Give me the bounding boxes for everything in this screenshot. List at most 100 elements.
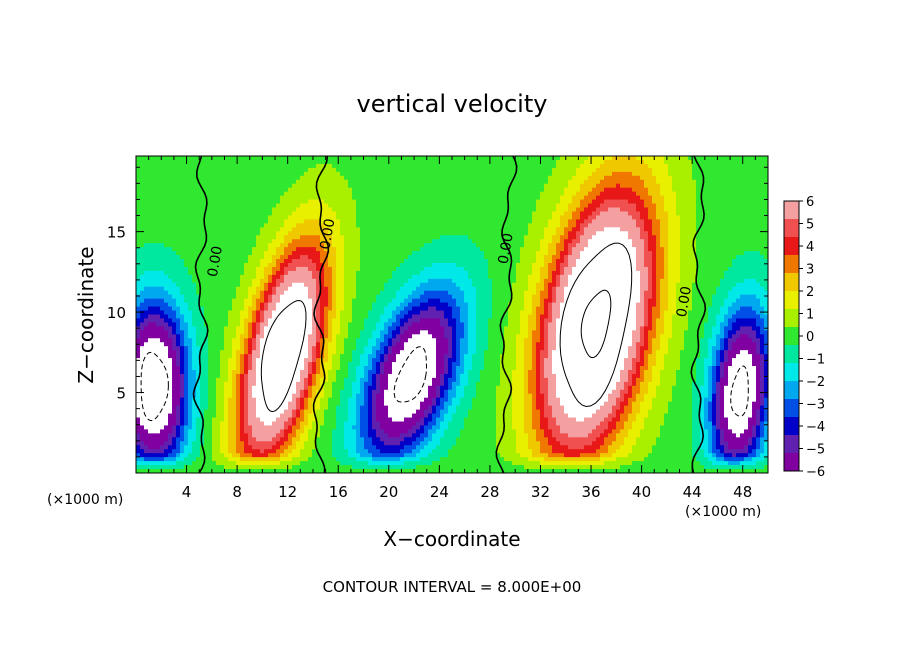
heatmap-cell — [668, 266, 673, 272]
heatmap-cell — [700, 227, 705, 232]
heatmap-cell — [556, 207, 561, 213]
heatmap-cell — [216, 183, 221, 189]
heatmap-cell — [748, 163, 753, 169]
heatmap-cell — [656, 235, 661, 240]
heatmap-cell — [224, 187, 229, 193]
heatmap-cell — [288, 247, 293, 252]
heatmap-cell — [436, 239, 441, 244]
heatmap-cell — [304, 191, 309, 197]
heatmap-cell — [396, 259, 401, 264]
heatmap-cell — [136, 211, 141, 217]
heatmap-cell — [488, 195, 493, 201]
heatmap-cell — [492, 156, 497, 161]
heatmap-cell — [396, 207, 401, 213]
heatmap-cell — [716, 207, 721, 213]
heatmap-cell — [504, 207, 509, 213]
heatmap-cell — [588, 191, 593, 197]
heatmap-cell — [304, 211, 309, 217]
heatmap-cell — [596, 159, 601, 165]
heatmap-cell — [572, 195, 577, 201]
heatmap-cell — [668, 187, 673, 193]
heatmap-cell — [584, 167, 589, 173]
heatmap-cell — [144, 215, 149, 220]
heatmap-cell — [272, 243, 277, 248]
heatmap-cell — [668, 259, 673, 264]
heatmap-cell — [572, 179, 577, 185]
heatmap-cell — [212, 211, 217, 217]
heatmap-cell — [268, 171, 273, 177]
heatmap-cell — [180, 195, 185, 201]
heatmap-cell — [708, 175, 713, 181]
heatmap-cell — [568, 171, 573, 177]
heatmap-cell — [416, 167, 421, 173]
heatmap-cell — [356, 270, 361, 276]
heatmap-cell — [316, 262, 321, 268]
heatmap-cell — [676, 159, 681, 165]
heatmap-cell — [608, 223, 613, 228]
heatmap-cell — [260, 247, 265, 252]
heatmap-cell — [588, 199, 593, 205]
heatmap-cell — [520, 223, 525, 228]
heatmap-cell — [236, 227, 241, 232]
heatmap-cell — [668, 211, 673, 217]
heatmap-cell — [376, 156, 381, 161]
heatmap-cell — [684, 179, 689, 185]
heatmap-cell — [712, 191, 717, 197]
heatmap-cell — [256, 156, 261, 161]
heatmap-cell — [560, 251, 565, 256]
heatmap-cell — [568, 266, 573, 272]
heatmap-cell — [304, 274, 309, 280]
heatmap-cell — [460, 227, 465, 232]
heatmap-cell — [652, 223, 657, 228]
heatmap-cell — [416, 156, 421, 161]
heatmap-cell — [488, 163, 493, 169]
heatmap-cell — [228, 179, 233, 185]
heatmap-cell — [740, 163, 745, 169]
heatmap-cell — [576, 183, 581, 189]
heatmap-cell — [700, 175, 705, 181]
heatmap-cell — [348, 227, 353, 232]
heatmap-cell — [140, 278, 145, 284]
heatmap-cell — [236, 259, 241, 264]
heatmap-cell — [520, 251, 525, 256]
heatmap-cell — [688, 251, 693, 256]
heatmap-cell — [560, 274, 565, 280]
heatmap-cell — [168, 255, 173, 260]
heatmap-cell — [672, 156, 677, 161]
heatmap-cell — [696, 274, 701, 280]
heatmap-cell — [688, 211, 693, 217]
heatmap-cell — [228, 199, 233, 205]
heatmap-cell — [740, 167, 745, 173]
heatmap-cell — [156, 247, 161, 252]
heatmap-cell — [376, 167, 381, 173]
heatmap-cell — [360, 179, 365, 185]
heatmap-cell — [140, 262, 145, 268]
heatmap-cell — [548, 243, 553, 248]
heatmap-cell — [340, 183, 345, 189]
heatmap-cell — [764, 171, 768, 177]
heatmap-cell — [196, 219, 201, 224]
heatmap-cell — [152, 227, 157, 232]
heatmap-cell — [604, 175, 609, 181]
heatmap-cell — [156, 215, 161, 220]
heatmap-cell — [232, 156, 237, 161]
heatmap-cell — [316, 266, 321, 272]
heatmap-cell — [208, 274, 213, 280]
heatmap-cell — [488, 243, 493, 248]
heatmap-cell — [272, 171, 277, 177]
heatmap-cell — [168, 227, 173, 232]
heatmap-cell — [372, 167, 377, 173]
heatmap-cell — [200, 163, 205, 169]
heatmap-cell — [760, 259, 765, 264]
heatmap-cell — [420, 259, 425, 264]
heatmap-cell — [488, 262, 493, 268]
heatmap-cell — [288, 183, 293, 189]
heatmap-cell — [212, 251, 217, 256]
heatmap-cell — [680, 219, 685, 224]
heatmap-cell — [560, 207, 565, 213]
heatmap-cell — [648, 159, 653, 165]
heatmap-cell — [556, 211, 561, 217]
heatmap-cell — [612, 167, 617, 173]
heatmap-cell — [324, 278, 329, 284]
heatmap-cell — [220, 191, 225, 197]
